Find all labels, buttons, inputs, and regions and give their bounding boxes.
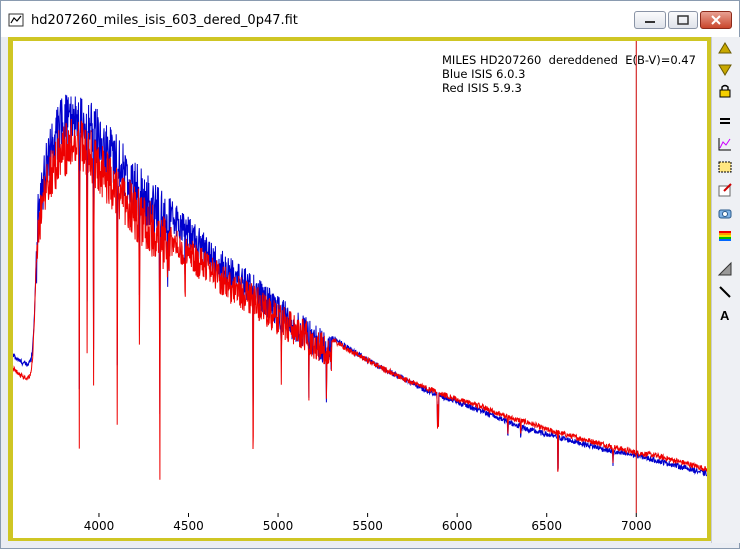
annotation-red-arm: Red ISIS 5.9.3 bbox=[442, 81, 522, 95]
select-box-button[interactable] bbox=[714, 157, 736, 177]
minimize-button[interactable] bbox=[634, 11, 666, 29]
edit-icon bbox=[718, 183, 732, 197]
camera-button[interactable] bbox=[714, 203, 736, 223]
plot-toolbar: A bbox=[711, 37, 740, 543]
x-axis-band: 4000 4500 5000 5500 6000 6500 7000 bbox=[13, 513, 707, 538]
maximize-icon bbox=[677, 15, 689, 25]
maximize-button[interactable] bbox=[668, 11, 698, 29]
x-axis: 4000 4500 5000 5500 6000 6500 7000 bbox=[84, 513, 652, 533]
nav-down-icon bbox=[718, 64, 732, 76]
line-tool-button[interactable] bbox=[714, 282, 736, 302]
rainbow-icon bbox=[719, 231, 731, 241]
svg-text:A: A bbox=[720, 308, 730, 323]
spectrum-chart bbox=[13, 41, 707, 513]
title-bar[interactable]: hd207260_miles_isis_603_dered_0p47.fit bbox=[1, 1, 739, 37]
select-box-icon bbox=[718, 161, 732, 173]
close-button[interactable] bbox=[700, 11, 732, 29]
text-tool-button[interactable]: A bbox=[714, 305, 736, 325]
line-icon bbox=[719, 286, 731, 298]
gradient-button[interactable] bbox=[714, 259, 736, 279]
text-icon: A bbox=[720, 308, 730, 323]
x-tick-label: 6000 bbox=[442, 519, 473, 533]
x-tick-label: 6500 bbox=[531, 519, 562, 533]
plot-icon bbox=[718, 138, 731, 151]
x-tick-label: 4000 bbox=[84, 519, 115, 533]
gradient-icon bbox=[717, 261, 732, 276]
annotation-blue-arm: Blue ISIS 6.0.3 bbox=[442, 67, 526, 81]
lock-button[interactable] bbox=[714, 81, 736, 101]
close-icon bbox=[711, 15, 721, 25]
equal-button[interactable] bbox=[714, 111, 736, 131]
rainbow-button[interactable] bbox=[714, 226, 736, 246]
app-icon bbox=[8, 13, 24, 27]
series-red-line bbox=[13, 118, 707, 480]
x-tick-label: 4500 bbox=[173, 519, 204, 533]
x-tick-label: 7000 bbox=[621, 519, 652, 533]
nav-up-icon bbox=[718, 42, 732, 54]
spectrum-plot[interactable] bbox=[13, 41, 707, 513]
x-tick-label: 5500 bbox=[352, 519, 383, 533]
edit-button[interactable] bbox=[714, 180, 736, 200]
x-tick-label: 5000 bbox=[263, 519, 294, 533]
nav-up-button[interactable] bbox=[714, 39, 736, 59]
equal-icon bbox=[720, 118, 730, 124]
lock-icon bbox=[719, 84, 731, 98]
nav-down-button[interactable] bbox=[714, 59, 736, 79]
window-title: hd207260_miles_isis_603_dered_0p47.fit bbox=[31, 13, 298, 28]
plot-button[interactable] bbox=[714, 134, 736, 154]
annotation-star: MILES HD207260 dereddened E(B-V)=0.47 bbox=[442, 53, 696, 67]
camera-icon bbox=[718, 209, 732, 219]
minimize-icon bbox=[645, 21, 655, 23]
